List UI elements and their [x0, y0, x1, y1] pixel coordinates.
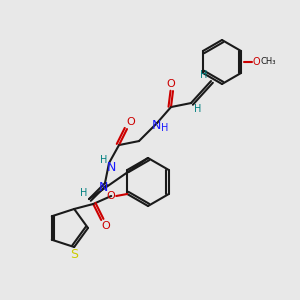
- Text: O: O: [252, 57, 260, 67]
- Text: S: S: [70, 248, 78, 260]
- Text: H: H: [200, 70, 208, 80]
- Text: H: H: [100, 155, 108, 165]
- Text: H: H: [80, 188, 88, 198]
- Text: H: H: [161, 123, 169, 133]
- Text: CH₃: CH₃: [260, 58, 276, 67]
- Text: H: H: [194, 104, 202, 114]
- Text: O: O: [127, 117, 135, 127]
- Text: N: N: [151, 118, 161, 132]
- Text: O: O: [107, 191, 116, 201]
- Text: N: N: [98, 181, 108, 194]
- Text: O: O: [102, 221, 111, 231]
- Text: O: O: [167, 79, 176, 89]
- Text: N: N: [106, 160, 116, 174]
